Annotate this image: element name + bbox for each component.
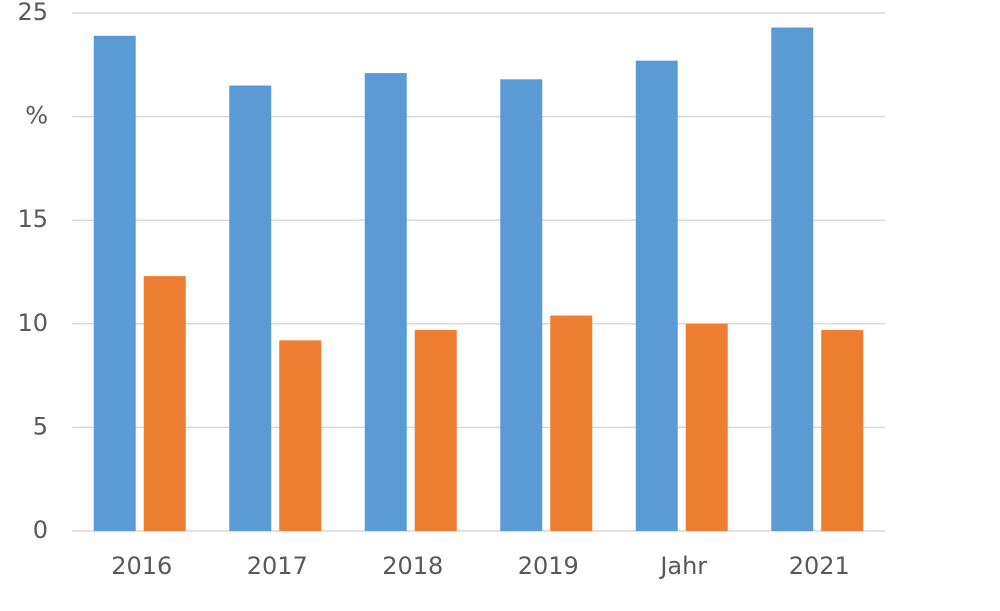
bar (414, 330, 457, 531)
bar (771, 27, 814, 532)
bar (635, 60, 678, 531)
bar (229, 85, 272, 532)
x-tick-label: 2016 (111, 552, 172, 580)
bar (364, 73, 407, 531)
y-tick-label: 0 (33, 516, 48, 544)
x-tick-label: 2018 (382, 552, 443, 580)
bar (685, 323, 728, 531)
x-tick-label: Jahr (658, 552, 707, 580)
y-tick-label: 25 (17, 0, 48, 26)
x-tick-label: 2017 (247, 552, 308, 580)
bar (143, 276, 186, 531)
x-tick-label: 2019 (518, 552, 579, 580)
y-tick-label: 15 (17, 205, 48, 233)
bar (821, 330, 864, 531)
y-tick-label: % (25, 102, 48, 130)
bar (500, 79, 543, 531)
y-tick-label: 5 (33, 412, 48, 440)
x-tick-label: 2021 (789, 552, 850, 580)
bar (93, 35, 136, 532)
bar (550, 315, 593, 531)
bar (279, 340, 322, 531)
y-tick-label: 10 (17, 309, 48, 337)
